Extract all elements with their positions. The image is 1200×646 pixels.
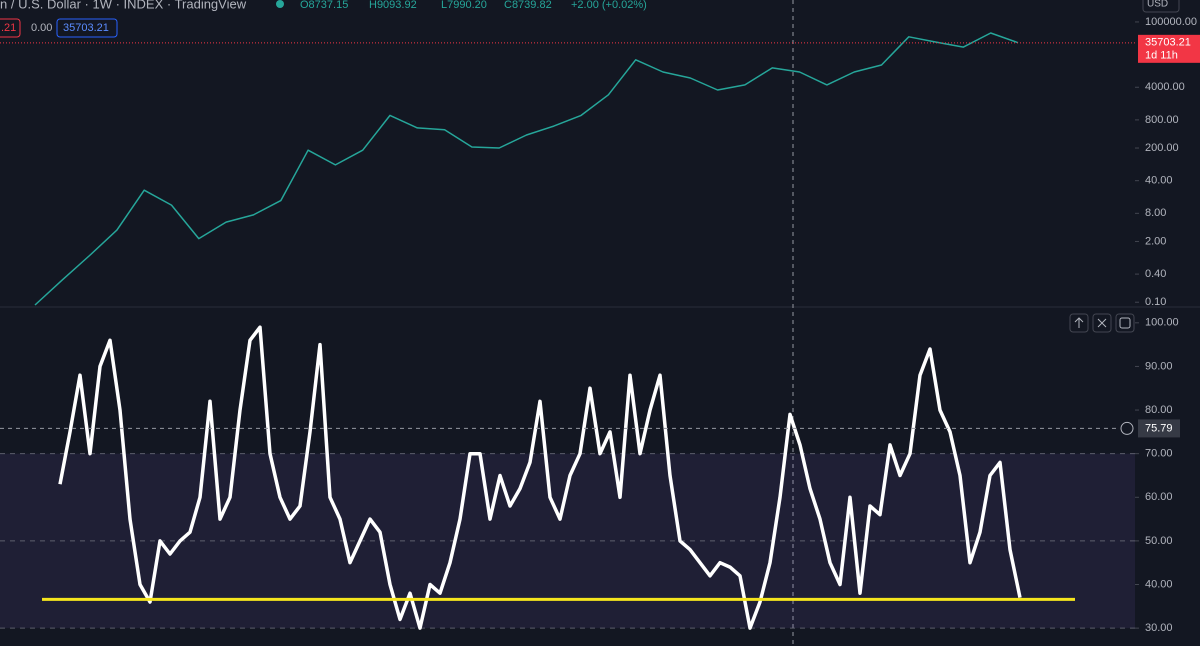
crosshair-add-icon	[1120, 421, 1134, 435]
crosshair-tag	[1138, 419, 1180, 438]
button-up[interactable]	[1069, 313, 1089, 333]
icon	[1119, 317, 1131, 329]
ohlc-low: L7990.20	[441, 0, 487, 11]
y-tick-label: 100000.00	[1145, 16, 1197, 28]
field-c: 35703.21	[63, 22, 109, 34]
y-tick-label: 40.00	[1145, 175, 1173, 187]
pane-buttons	[1069, 313, 1135, 333]
crosshair-label: 75.79	[1145, 422, 1173, 434]
y-tick-label: 60.00	[1145, 491, 1173, 503]
last-price-tag	[1138, 34, 1200, 63]
currency-box[interactable]	[1142, 0, 1180, 13]
y-tick-label: 2.00	[1145, 235, 1166, 247]
countdown: 1d 11h	[1145, 50, 1178, 62]
field-box	[0, 18, 21, 38]
series-line	[34, 32, 1019, 306]
field-a: .21	[1, 22, 16, 34]
y-tick-label: 90.00	[1145, 360, 1173, 372]
field-b: 0.00	[31, 22, 52, 34]
button-maximize[interactable]	[1115, 313, 1135, 333]
currency: USD	[1147, 0, 1168, 10]
ohlc-high: H9093.92	[369, 0, 417, 11]
y-tick-label: 80.00	[1145, 404, 1173, 416]
symbol: n / U.S. Dollar · 1W · INDEX · TradingVi…	[0, 0, 247, 11]
y-tick-label: 40.00	[1145, 578, 1173, 590]
ohlc-open: O8737.15	[300, 0, 348, 11]
y-tick-label: 70.00	[1145, 448, 1173, 460]
icon	[1074, 317, 1084, 328]
last-price-label: 35703.21	[1145, 37, 1191, 49]
change: +2.00 (+0.02%)	[571, 0, 647, 11]
y-tick-label: 800.00	[1145, 114, 1179, 126]
y-tick-label: 50.00	[1145, 535, 1173, 547]
icon	[1097, 318, 1107, 328]
y-tick-label: 30.00	[1145, 622, 1173, 634]
button-close[interactable]	[1092, 313, 1112, 333]
series-line	[58, 325, 1022, 630]
y-tick-label: 8.00	[1145, 207, 1166, 219]
y-tick-label: 100.00	[1145, 317, 1179, 329]
status-dot	[276, 0, 284, 8]
ohlc-close: C8739.82	[504, 0, 552, 11]
y-tick-label: 0.40	[1145, 268, 1166, 280]
y-tick-label: 0.10	[1145, 296, 1166, 308]
y-tick-label: 4000.00	[1145, 81, 1185, 93]
y-tick-label: 200.00	[1145, 142, 1179, 154]
field-box	[56, 18, 118, 38]
